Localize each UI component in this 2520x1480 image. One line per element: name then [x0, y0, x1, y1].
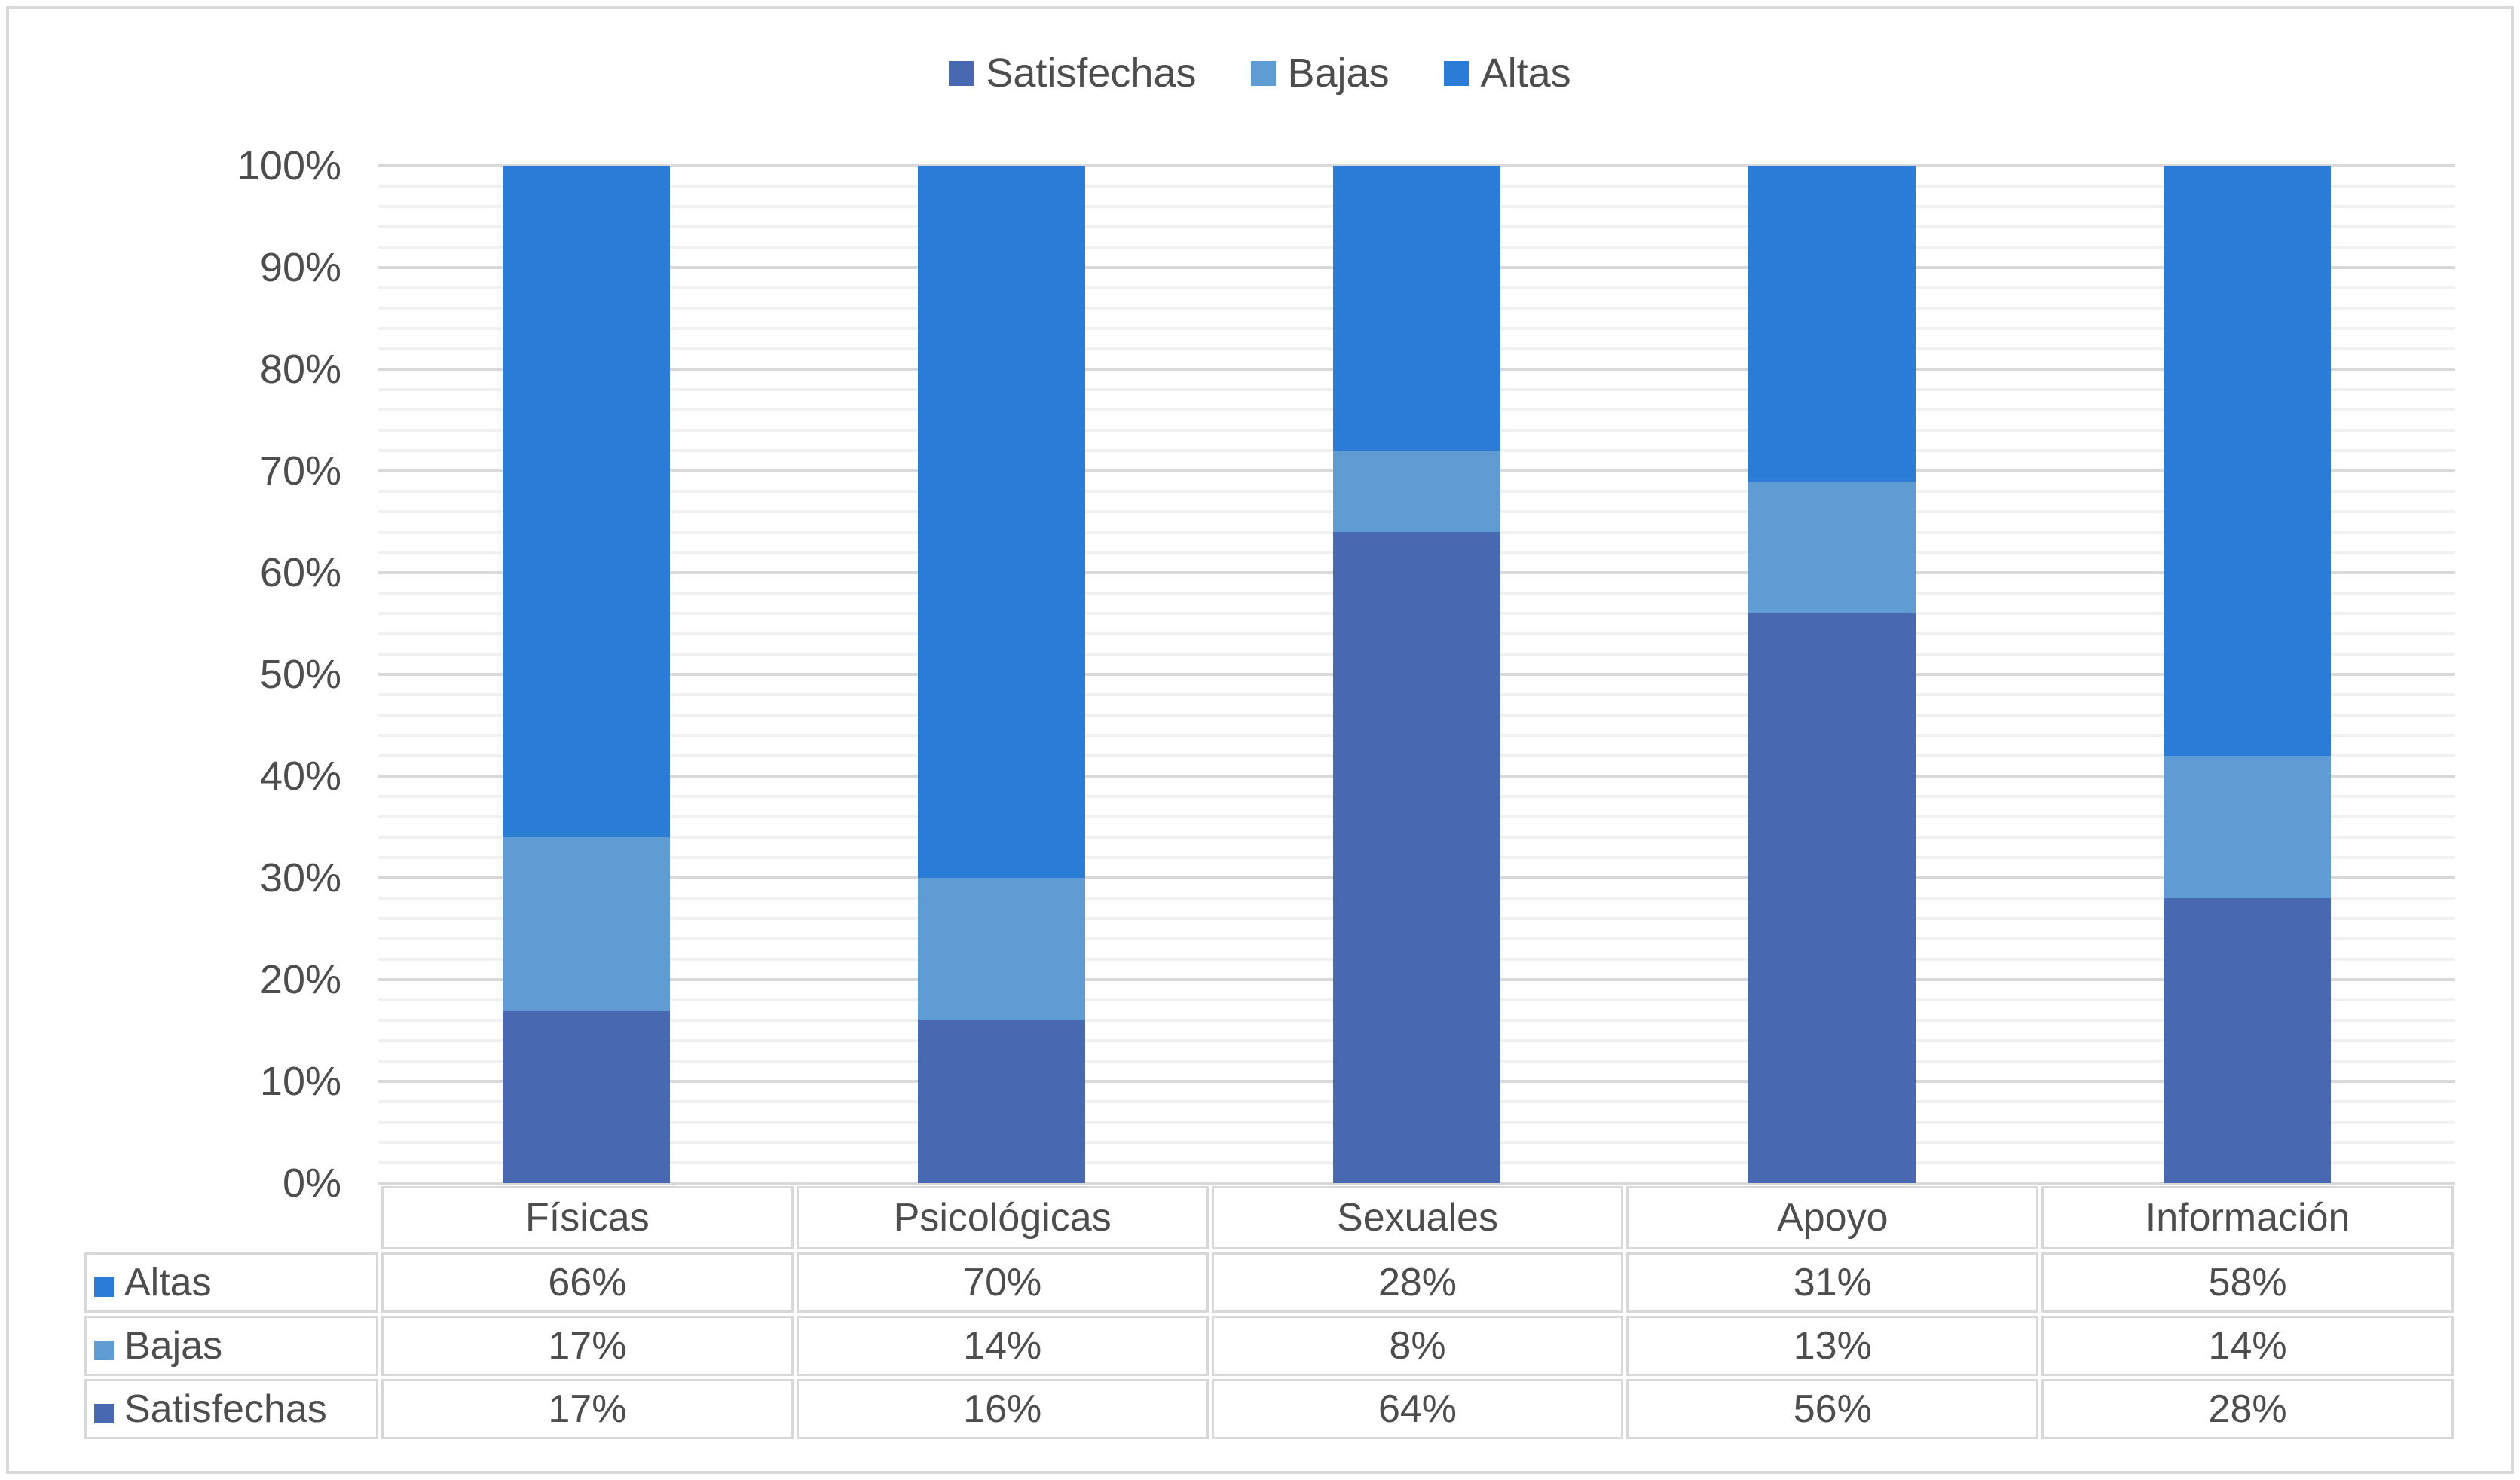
- table-cell-bajas-psicologicas: 14%: [796, 1316, 1209, 1376]
- legend-label-bajas: Bajas: [1287, 50, 1390, 96]
- table-cell-satisfechas-sexuales: 64%: [1211, 1379, 1624, 1439]
- y-tick-30: 30%: [259, 855, 341, 901]
- y-tick-50: 50%: [259, 652, 341, 697]
- y-tick-100: 100%: [237, 143, 341, 188]
- legend-label-satisfechas: Satisfechas: [986, 50, 1197, 96]
- chart-legend: Satisfechas Bajas Altas: [0, 50, 2520, 96]
- bar-segment-bajas-fisicas: [502, 837, 670, 1011]
- table-rowhead-altas: Altas: [84, 1252, 378, 1313]
- bar-apoyo: [1748, 166, 1916, 1183]
- data-table: Físicas Psicológicas Sexuales Apoyo Informac…: [81, 1183, 2457, 1442]
- bar-segment-altas-apoyo: [1748, 166, 1916, 482]
- table-cell-satisfechas-apoyo: 56%: [1626, 1379, 2039, 1439]
- bar-psicologicas: [917, 166, 1085, 1183]
- bar-segment-altas-informacion: [2164, 166, 2332, 756]
- y-tick-70: 70%: [259, 448, 341, 494]
- bar-sexuales: [1333, 166, 1500, 1183]
- table-cell-bajas-sexuales: 8%: [1211, 1316, 1624, 1376]
- bar-fisicas: [502, 166, 670, 1183]
- table-rowhead-satisfechas: Satisfechas: [84, 1379, 378, 1439]
- bar-segment-altas-psicologicas: [917, 166, 1085, 878]
- legend-label-altas: Altas: [1480, 50, 1571, 96]
- bar-segment-satisfechas-sexuales: [1333, 532, 1500, 1183]
- legend-key-altas-icon: [1443, 60, 1469, 86]
- table-cell-satisfechas-psicologicas: 16%: [796, 1379, 1209, 1439]
- data-table-header-row: Físicas Psicológicas Sexuales Apoyo Informac…: [84, 1186, 2454, 1249]
- table-rowlabel-altas: Altas: [124, 1261, 212, 1304]
- bar-segment-satisfechas-apoyo: [1748, 613, 1916, 1183]
- y-tick-40: 40%: [259, 754, 341, 799]
- table-cell-altas-sexuales: 28%: [1211, 1252, 1624, 1313]
- table-header-apoyo: Apoyo: [1626, 1186, 2039, 1249]
- data-table-wrap: Físicas Psicológicas Sexuales Apoyo Informac…: [81, 1183, 2457, 1442]
- bar-segment-satisfechas-informacion: [2164, 898, 2332, 1183]
- table-header-psicologicas: Psicológicas: [796, 1186, 1209, 1249]
- bar-segment-altas-fisicas: [502, 166, 670, 837]
- bar-segment-altas-sexuales: [1333, 166, 1500, 451]
- plot-area: [378, 164, 2455, 1185]
- bar-segment-satisfechas-fisicas: [502, 1010, 670, 1183]
- table-rowlabel-bajas: Bajas: [124, 1324, 223, 1368]
- y-axis: 0% 10% 20% 30% 40% 50% 60% 70% 80% 90% 100%: [0, 145, 341, 1203]
- table-header-fisicas: Físicas: [381, 1186, 794, 1249]
- table-cell-bajas-apoyo: 13%: [1626, 1316, 2039, 1376]
- table-row-satisfechas: Satisfechas 17% 16% 64% 56% 28%: [84, 1379, 2454, 1439]
- legend-key-satisfechas-icon: [949, 60, 974, 86]
- y-tick-80: 80%: [259, 347, 341, 392]
- data-table-corner-cell: [84, 1186, 378, 1249]
- table-key-satisfechas-icon: [94, 1404, 114, 1423]
- legend-item-bajas: Bajas: [1250, 50, 1390, 96]
- y-tick-60: 60%: [259, 550, 341, 595]
- table-cell-altas-informacion: 58%: [2041, 1252, 2454, 1313]
- bar-segment-bajas-informacion: [2164, 756, 2332, 898]
- table-key-bajas-icon: [94, 1341, 114, 1360]
- table-cell-altas-apoyo: 31%: [1626, 1252, 2039, 1313]
- table-cell-satisfechas-fisicas: 17%: [381, 1379, 794, 1439]
- y-tick-20: 20%: [259, 957, 341, 1002]
- table-key-altas-icon: [94, 1277, 114, 1297]
- bar-segment-bajas-psicologicas: [917, 878, 1085, 1020]
- table-cell-bajas-fisicas: 17%: [381, 1316, 794, 1376]
- bar-segment-satisfechas-psicologicas: [917, 1020, 1085, 1183]
- bar-segment-bajas-sexuales: [1333, 451, 1500, 532]
- bar-informacion: [2164, 166, 2332, 1183]
- table-row-altas: Altas 66% 70% 28% 31% 58%: [84, 1252, 2454, 1313]
- major-gridline-0: [378, 1182, 2455, 1185]
- legend-key-bajas-icon: [1250, 60, 1276, 86]
- table-cell-bajas-informacion: 14%: [2041, 1316, 2454, 1376]
- table-rowlabel-satisfechas: Satisfechas: [124, 1387, 327, 1431]
- table-row-bajas: Bajas 17% 14% 8% 13% 14%: [84, 1316, 2454, 1376]
- y-tick-10: 10%: [259, 1059, 341, 1104]
- table-header-informacion: Información: [2041, 1186, 2454, 1249]
- table-cell-satisfechas-informacion: 28%: [2041, 1379, 2454, 1439]
- y-tick-0: 0%: [282, 1160, 341, 1206]
- legend-item-altas: Altas: [1443, 50, 1571, 96]
- legend-item-satisfechas: Satisfechas: [949, 50, 1197, 96]
- table-cell-altas-psicologicas: 70%: [796, 1252, 1209, 1313]
- bar-segment-bajas-apoyo: [1748, 481, 1916, 613]
- table-cell-altas-fisicas: 66%: [381, 1252, 794, 1313]
- y-tick-90: 90%: [259, 245, 341, 290]
- table-rowhead-bajas: Bajas: [84, 1316, 378, 1376]
- table-header-sexuales: Sexuales: [1211, 1186, 1624, 1249]
